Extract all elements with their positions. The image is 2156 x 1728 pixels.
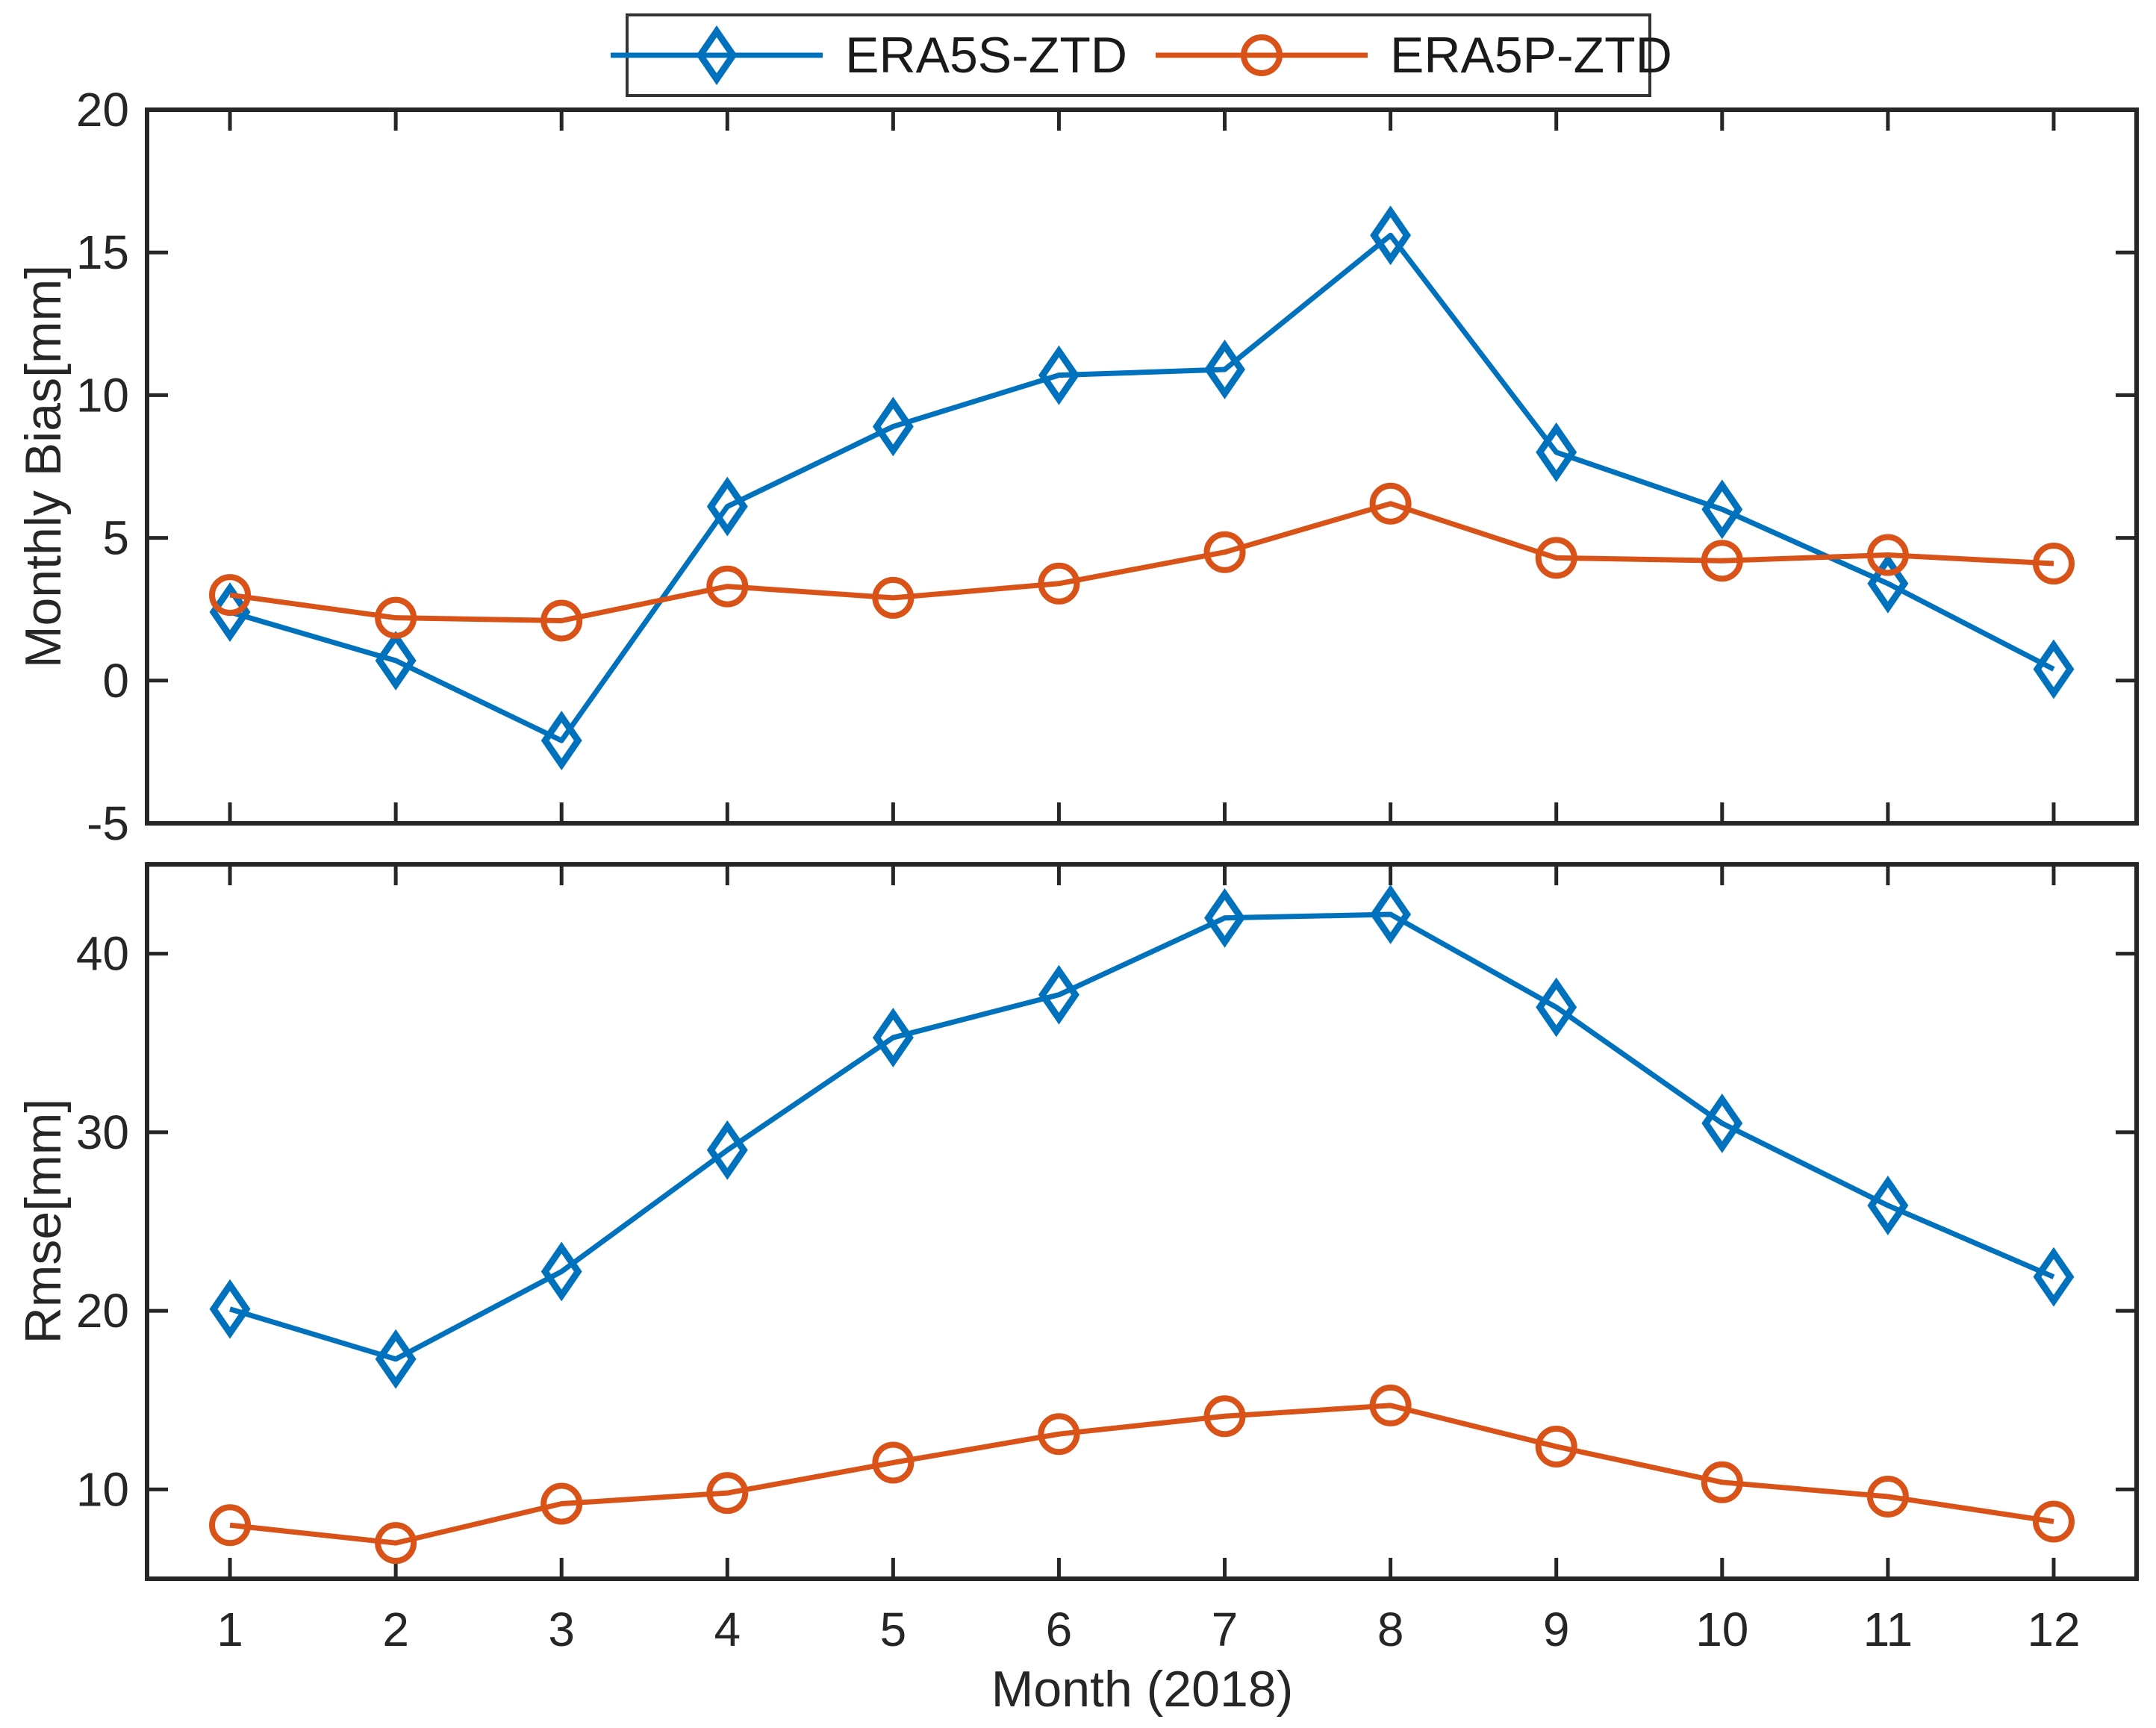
y-tick-label: 20 (76, 1284, 129, 1338)
x-tick-label: 4 (714, 1603, 741, 1656)
series-line-era5p-ztd (229, 1403, 2054, 1546)
x-tick-label: 11 (1863, 1603, 1913, 1656)
y-tick-label: 0 (102, 654, 129, 708)
legend-label-era5p-ztd: ERA5P-ZTD (1390, 27, 1672, 84)
legend-entry-era5s-ztd: ERA5S-ZTD (605, 14, 1127, 96)
y-tick-label: 15 (76, 225, 129, 279)
series-markers-era5s-ztd (209, 885, 2075, 1389)
x-tick-label: 12 (2027, 1603, 2080, 1656)
x-tick-label: 2 (382, 1603, 409, 1656)
x-tick-label: 7 (1212, 1603, 1239, 1656)
x-tick-label: 8 (1377, 1603, 1404, 1656)
x-axis-label: Month (2018) (991, 1661, 1294, 1718)
x-tick-label: 10 (1695, 1603, 1748, 1656)
y-tick-label: 10 (76, 1462, 129, 1516)
series-line-era5s-ztd (229, 232, 2055, 743)
legend-entry-era5p-ztd: ERA5P-ZTD (1150, 14, 1672, 96)
x-tick-label: 3 (548, 1603, 575, 1656)
x-tick-label: 1 (216, 1603, 243, 1656)
series-markers-era5p-ztd (209, 1384, 2075, 1565)
y-tick-label: 20 (76, 83, 129, 137)
legend-label-era5s-ztd: ERA5S-ZTD (845, 27, 1127, 84)
series-markers-era5s-ztd (209, 205, 2075, 771)
y-tick-label: 30 (76, 1105, 129, 1159)
y-tick-label: 10 (76, 368, 129, 422)
series-line-era5s-ztd (229, 911, 2055, 1362)
x-tick-label: 5 (880, 1603, 907, 1656)
y-tick-label: 5 (102, 511, 129, 565)
y-tick-label: 40 (76, 927, 129, 981)
bias-plot: -5 0 5 10 15 20 (76, 83, 2139, 850)
x-tick-label: 6 (1046, 1603, 1073, 1656)
y-tick-label: -5 (87, 796, 129, 850)
bias-y-axis-label: Monthly Bias[mm] (15, 264, 72, 669)
diamond-marker-icon (611, 25, 823, 85)
circle-marker-icon (1156, 34, 1368, 76)
x-tick-label: 9 (1543, 1603, 1570, 1656)
series-markers-era5p-ztd (209, 482, 2075, 642)
legend: ERA5S-ZTD ERA5P-ZTD (611, 13, 1672, 97)
series-line-era5p-ztd (229, 501, 2054, 623)
rmse-y-axis-label: Rmse[mm] (15, 1098, 72, 1344)
